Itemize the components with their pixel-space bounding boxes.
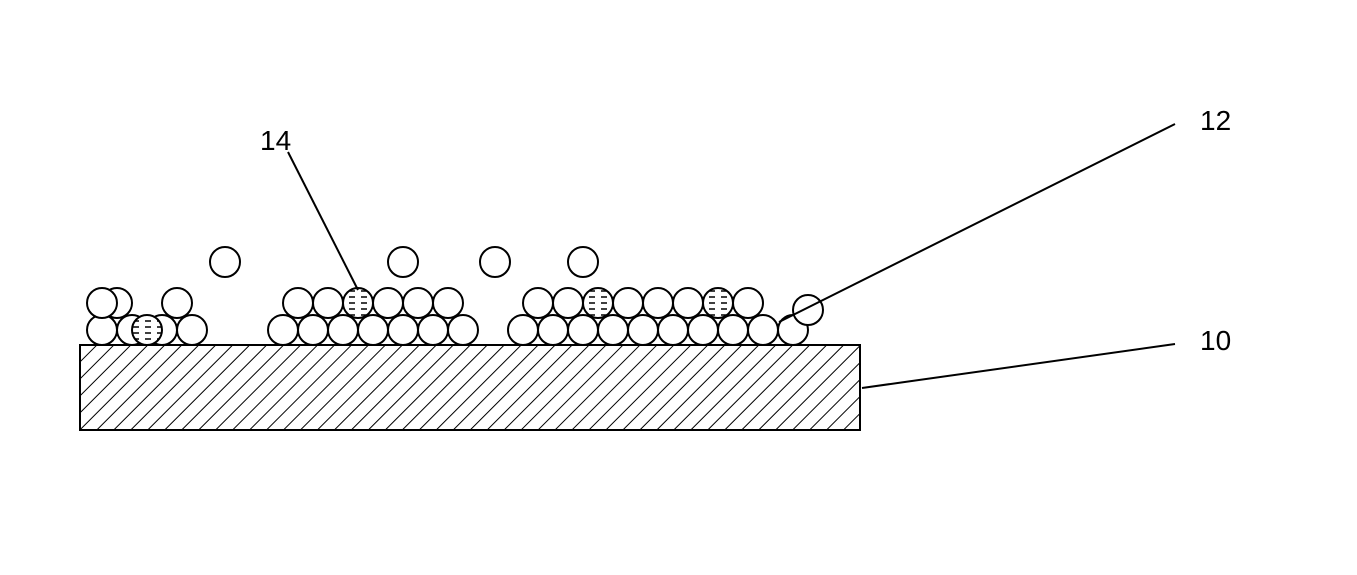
particle-empty [373,288,403,318]
particle-dashed [583,288,613,318]
label-12: 12 [1200,105,1231,136]
particle-empty [480,247,510,277]
particle-dashed [343,288,373,318]
particle-empty [793,295,823,325]
particle-empty [523,288,553,318]
particle-empty [688,315,718,345]
particle-empty [388,247,418,277]
background [0,0,1357,575]
particle-dashed [703,288,733,318]
particle-empty [598,315,628,345]
particle-empty [658,315,688,345]
particle-empty [298,315,328,345]
particle-empty [448,315,478,345]
particle-empty [748,315,778,345]
particle-empty [508,315,538,345]
particle-empty [433,288,463,318]
particle-empty [177,315,207,345]
particle-empty [328,315,358,345]
particle-empty [388,315,418,345]
particle-empty [162,288,192,318]
label-14: 14 [260,125,291,156]
substrate [80,345,860,430]
particle-empty [268,315,298,345]
particle-empty [358,315,388,345]
particle-empty [553,288,583,318]
particle-empty [403,288,433,318]
particle-empty [538,315,568,345]
particle-empty [210,247,240,277]
particle-empty [418,315,448,345]
particle-empty [733,288,763,318]
particle-empty [628,315,658,345]
particle-empty [87,315,117,345]
technical-diagram: 10 12 14 [0,0,1357,575]
particle-dashed [132,315,162,345]
particle-empty [643,288,673,318]
particle-empty [568,315,598,345]
label-10: 10 [1200,325,1231,356]
particle-empty [283,288,313,318]
particle-empty [568,247,598,277]
particle-empty [613,288,643,318]
particle-empty [87,288,117,318]
particle-empty [718,315,748,345]
particle-empty [673,288,703,318]
particle-empty [313,288,343,318]
